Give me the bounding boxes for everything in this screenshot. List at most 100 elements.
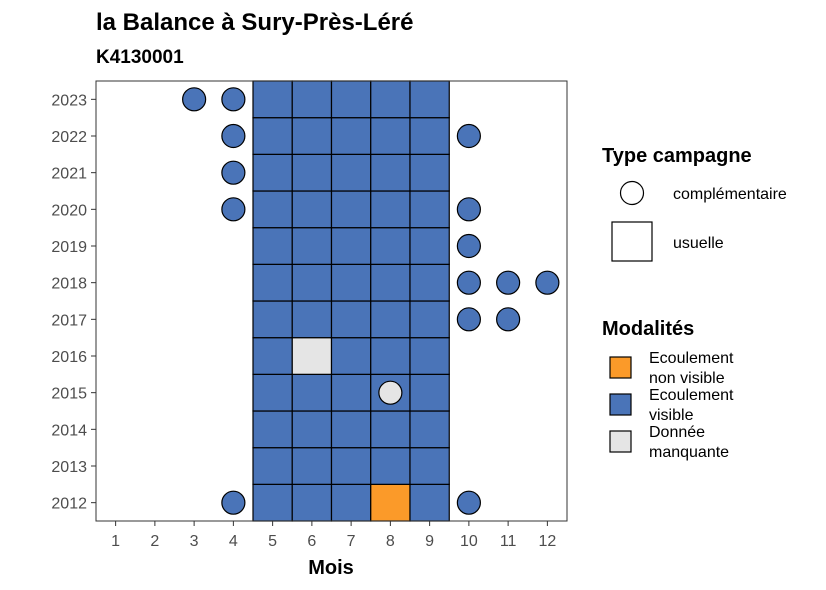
y-tick-label-2019: 2019	[51, 239, 87, 256]
cell-2019-7	[330, 227, 372, 265]
cell-2021-6	[291, 153, 333, 192]
cell-2013-6	[291, 447, 333, 485]
point-2022-4	[221, 123, 246, 149]
cell-2022-8	[370, 117, 411, 155]
cell-2012-9	[409, 483, 450, 522]
point-2012-10	[456, 490, 481, 515]
x-tick-label-4: 4	[229, 533, 238, 550]
point-2020-4	[221, 197, 246, 222]
y-tick-label-2018: 2018	[51, 276, 87, 293]
cell-2014-9	[409, 410, 450, 449]
y-tick-label-2013: 2013	[51, 459, 87, 476]
point-2023-3	[182, 87, 207, 112]
cell-2013-7	[330, 447, 372, 485]
cell-2020-6	[291, 190, 333, 229]
cell-2020-7	[330, 190, 372, 229]
point-2017-11	[496, 307, 521, 332]
cell-2016-7	[330, 337, 372, 375]
cell-2014-6	[291, 410, 333, 449]
cell-2023-9	[409, 80, 450, 119]
point-2022-10	[456, 123, 481, 149]
point-2017-10	[456, 307, 481, 332]
x-axis-title: Mois	[308, 557, 354, 579]
cell-2023-6	[291, 80, 333, 119]
cell-2019-5	[252, 227, 293, 265]
legend-label-modality-0: Ecoulement non visible	[649, 350, 734, 387]
cell-2021-9	[409, 153, 450, 192]
cell-2015-7	[330, 373, 372, 412]
cell-2013-8	[370, 447, 411, 485]
x-tick-label-6: 6	[307, 533, 316, 550]
cell-2018-7	[330, 263, 372, 302]
cell-2022-6	[291, 117, 333, 155]
cell-2017-6	[291, 300, 333, 339]
cell-2012-6	[291, 483, 333, 522]
legend-title-modalites: Modalités	[602, 318, 694, 340]
y-tick-label-2015: 2015	[51, 386, 87, 403]
x-tick-label-8: 8	[386, 533, 395, 550]
x-tick-label-5: 5	[268, 533, 277, 550]
x-tick-label-2: 2	[150, 533, 159, 550]
cell-2020-8	[370, 190, 411, 229]
cell-2015-9	[409, 373, 450, 412]
cell-2015-6	[291, 373, 333, 412]
legend-label-modality-2: Donnée manquante	[649, 424, 729, 461]
cell-2023-7	[330, 80, 372, 119]
cell-2018-9	[409, 263, 450, 302]
legend-key-modality-0	[609, 356, 632, 379]
x-tick-label-11: 11	[500, 533, 517, 550]
y-tick-label-2022: 2022	[51, 129, 87, 146]
chart-title: la Balance à Sury-Près-Léré	[96, 9, 414, 36]
cell-2017-8	[370, 300, 411, 339]
y-tick-label-2023: 2023	[51, 92, 87, 109]
cell-2023-8	[370, 80, 411, 119]
chart-subtitle: K4130001	[96, 47, 184, 68]
x-axis: 1 2 3 4 5 6 7 8 9 10 11 12	[111, 521, 556, 550]
x-tick-label-1: 1	[111, 533, 120, 550]
legend-key-square	[611, 221, 653, 262]
cell-2020-5	[252, 190, 293, 229]
point-2015-8	[378, 380, 403, 405]
cell-2013-9	[409, 447, 450, 485]
cell-2020-9	[409, 190, 450, 229]
cell-2012-8	[370, 483, 411, 522]
cell-2023-5	[252, 80, 293, 119]
y-tick-label-2017: 2017	[51, 312, 87, 329]
legend-key-modality-2	[609, 430, 632, 453]
point-2021-4	[221, 160, 246, 185]
x-tick-label-10: 10	[460, 533, 478, 550]
cell-2016-5	[252, 337, 293, 375]
cell-2021-7	[330, 153, 372, 192]
cell-2017-9	[409, 300, 450, 339]
legend-key-modality-1	[609, 393, 632, 416]
cell-2022-9	[409, 117, 450, 155]
x-tick-label-12: 12	[538, 533, 556, 550]
y-tick-label-2012: 2012	[51, 496, 87, 513]
y-tick-label-2014: 2014	[51, 422, 87, 439]
cell-2022-7	[330, 117, 372, 155]
complementary-points	[182, 87, 560, 515]
y-tick-label-2021: 2021	[51, 166, 87, 183]
legend: Type campagne complémentaire usuelle Mod…	[602, 145, 787, 461]
point-2018-12	[535, 270, 560, 295]
cell-2014-8	[370, 410, 411, 449]
cell-2016-6	[291, 337, 333, 375]
point-2023-4	[221, 87, 246, 112]
x-tick-label-7: 7	[347, 533, 356, 550]
point-2012-4	[221, 490, 246, 515]
cell-2022-5	[252, 117, 293, 155]
cell-2018-6	[291, 263, 333, 302]
cell-2016-8	[370, 337, 411, 375]
cell-2015-5	[252, 373, 293, 412]
plot-border	[95, 80, 568, 522]
legend-label-complementaire: complémentaire	[673, 186, 787, 203]
x-tick-label-9: 9	[425, 533, 434, 550]
cell-2018-5	[252, 263, 293, 302]
legend-label-modality-1: Ecoulement visible	[649, 387, 734, 424]
cell-2019-9	[409, 227, 450, 265]
cell-2014-5	[252, 410, 293, 449]
point-2020-10	[456, 197, 481, 222]
cell-2019-8	[370, 227, 411, 265]
